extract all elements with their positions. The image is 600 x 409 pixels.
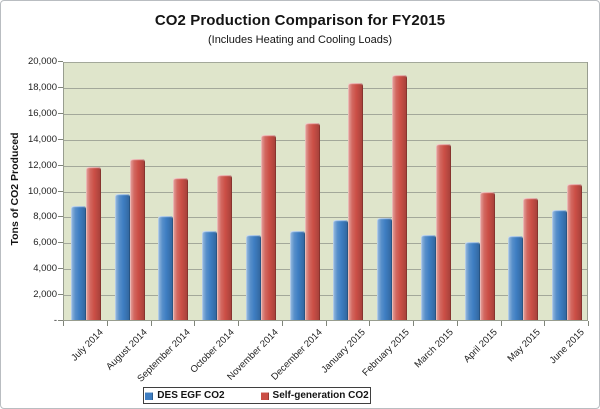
bar-self-generation-co2-september-2014	[173, 178, 189, 320]
x-axis-tick	[238, 321, 239, 326]
bar-des-egf-co2-january-2015	[333, 220, 349, 320]
x-axis-tick	[194, 321, 196, 326]
x-axis-tick	[63, 321, 64, 326]
x-axis-tick	[413, 321, 414, 326]
bar-self-generation-co2-august-2014	[129, 159, 145, 320]
y-axis-tick	[58, 138, 63, 140]
y-axis-tick	[58, 112, 63, 114]
bar-self-generation-co2-june-2015	[567, 184, 583, 320]
gridline	[64, 243, 587, 245]
bar-self-generation-co2-october-2014	[217, 175, 233, 320]
legend-item-des-egf: DES EGF CO2	[145, 390, 225, 401]
x-axis-tick	[456, 321, 458, 326]
x-axis-tick	[369, 321, 371, 326]
bar-self-generation-co2-april-2015	[479, 192, 495, 320]
gridline	[64, 62, 587, 63]
chart-title: CO2 Production Comparison for FY2015	[154, 12, 446, 29]
legend-label-self-generation: Self-generation CO2	[272, 390, 369, 401]
gridline	[64, 165, 587, 167]
gridline	[64, 191, 587, 193]
gridline	[64, 269, 587, 271]
x-axis-tick	[150, 321, 152, 326]
bar-self-generation-co2-november-2014	[260, 135, 276, 320]
bar-self-generation-co2-march-2015	[435, 144, 451, 320]
x-axis-tick	[500, 321, 502, 326]
y-axis-tick	[58, 216, 63, 218]
bar-des-egf-co2-march-2015	[420, 235, 436, 320]
y-axis-tick	[58, 242, 63, 244]
bar-des-egf-co2-may-2015	[508, 236, 524, 320]
y-axis-tick	[58, 268, 63, 270]
legend-item-self-generation: Self-generation CO2	[260, 390, 369, 401]
bar-self-generation-co2-january-2015	[348, 83, 364, 320]
bar-des-egf-co2-december-2014	[289, 231, 305, 320]
x-axis-tick	[544, 321, 546, 326]
bar-des-egf-co2-april-2015	[464, 242, 480, 320]
x-axis-tick	[325, 321, 327, 326]
bar-self-generation-co2-july-2014	[85, 167, 101, 320]
bar-self-generation-co2-may-2015	[523, 198, 539, 320]
bar-des-egf-co2-august-2014	[114, 194, 130, 320]
bar-des-egf-co2-october-2014	[202, 231, 218, 320]
y-axis-tick-label: -	[53, 315, 57, 326]
plot-area	[63, 62, 588, 321]
bar-des-egf-co2-february-2015	[377, 218, 393, 320]
legend-swatch-red	[260, 391, 269, 400]
gridline	[64, 87, 587, 89]
gridline	[64, 113, 587, 115]
y-axis-tick	[58, 61, 63, 62]
y-axis-tick-label: 10,000	[27, 185, 57, 197]
y-axis-tick	[58, 320, 63, 321]
y-axis-tick	[58, 294, 63, 296]
bar-des-egf-co2-november-2014	[245, 235, 261, 320]
y-axis-tick-label: 8,000	[33, 211, 57, 223]
x-axis-tick	[281, 321, 283, 326]
x-axis-tick	[588, 321, 589, 326]
y-axis-tick-label: 16,000	[27, 107, 57, 119]
gridline	[64, 295, 587, 297]
chart-subtitle: (Includes Heating and Cooling Loads)	[207, 34, 393, 46]
y-axis-tick	[58, 190, 63, 192]
bar-des-egf-co2-july-2014	[70, 206, 86, 320]
y-axis-tick	[58, 164, 63, 166]
y-axis-tick-label: 20,000	[27, 56, 57, 67]
legend-swatch-blue	[145, 391, 154, 400]
y-axis-tick-label: 4,000	[33, 263, 57, 275]
y-axis-tick-label: 18,000	[27, 81, 57, 93]
gridline	[64, 139, 587, 141]
bar-self-generation-co2-february-2015	[392, 75, 408, 320]
y-axis-tick-label: 6,000	[33, 237, 57, 249]
y-axis-tick-label: 12,000	[27, 159, 57, 171]
y-axis-tick	[58, 86, 63, 88]
bar-des-egf-co2-september-2014	[158, 216, 174, 320]
x-axis-tick	[106, 321, 108, 326]
bar-des-egf-co2-june-2015	[552, 210, 568, 320]
bar-self-generation-co2-december-2014	[304, 123, 320, 320]
legend: DES EGF CO2 Self-generation CO2	[143, 387, 371, 404]
y-axis-tick-label: 2,000	[33, 289, 57, 301]
gridline	[64, 217, 587, 219]
legend-label-des-egf: DES EGF CO2	[157, 390, 225, 401]
y-axis-tick-label: 14,000	[27, 133, 57, 145]
